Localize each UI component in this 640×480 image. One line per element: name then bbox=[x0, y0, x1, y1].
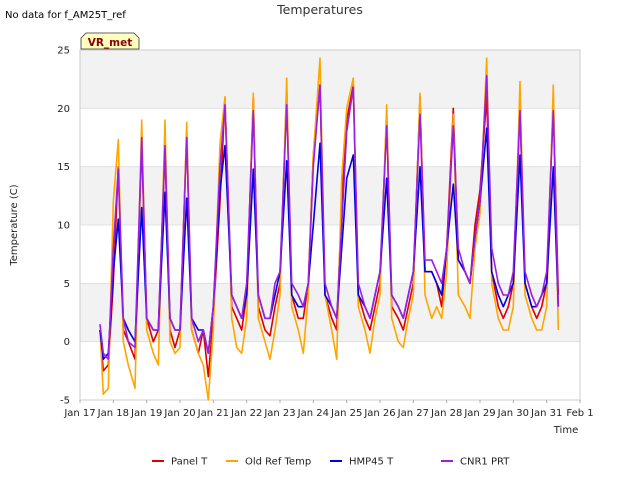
y-tick-label: 15 bbox=[57, 162, 70, 173]
y-tick-label: 5 bbox=[64, 279, 70, 290]
x-tick-label: Jan 28 bbox=[430, 408, 462, 419]
legend: Panel T Old Ref Temp HMP45 T CNR1 PRT bbox=[152, 457, 510, 468]
no-data-note: No data for f_AM25T_ref bbox=[5, 10, 126, 21]
x-tick-label: Jan 19 bbox=[130, 408, 162, 419]
y-axis-title: Temperature (C) bbox=[9, 184, 20, 266]
plot-frame bbox=[79, 49, 581, 401]
y-tick-label: 20 bbox=[57, 104, 70, 115]
x-tick-label: Feb 1 bbox=[566, 408, 593, 419]
legend-label: HMP45 T bbox=[349, 457, 394, 468]
y-tick-label: 25 bbox=[57, 46, 70, 57]
x-tick-label: Jan 30 bbox=[497, 408, 529, 419]
x-tick-label: Jan 24 bbox=[297, 408, 329, 419]
x-tick-label: Jan 29 bbox=[463, 408, 495, 419]
x-tick-label: Jan 26 bbox=[363, 408, 395, 419]
x-axis-title: Time bbox=[553, 425, 578, 436]
legend-label: CNR1 PRT bbox=[460, 457, 510, 468]
chart-title: Temperatures bbox=[276, 2, 363, 17]
legend-label: Panel T bbox=[171, 457, 208, 468]
y-tick-label: 10 bbox=[57, 221, 70, 232]
x-axis-ticks: Jan 17 Jan 18 Jan 19 Jan 20 Jan 21 Jan 22 Jan … bbox=[63, 400, 594, 419]
shaded-band bbox=[80, 166, 580, 225]
x-tick-label: Jan 27 bbox=[397, 408, 429, 419]
legend-label: Old Ref Temp bbox=[245, 457, 311, 468]
x-tick-label: Jan 21 bbox=[197, 408, 229, 419]
x-tick-label: Jan 18 bbox=[97, 408, 129, 419]
series-line-4 bbox=[99, 74, 560, 361]
series-lines bbox=[99, 57, 560, 401]
site-badge: VR_met bbox=[80, 32, 140, 50]
y-tick-label: 0 bbox=[64, 337, 70, 348]
x-tick-label: Jan 23 bbox=[263, 408, 295, 419]
x-tick-label: Jan 22 bbox=[230, 408, 262, 419]
x-tick-label: Jan 31 bbox=[530, 408, 562, 419]
x-tick-label: Jan 20 bbox=[163, 408, 195, 419]
shaded-band bbox=[80, 50, 580, 109]
x-tick-label: Jan 17 bbox=[63, 408, 95, 419]
y-axis-ticks: -5 0 5 10 15 20 25 bbox=[57, 46, 70, 407]
y-tick-label: -5 bbox=[60, 396, 70, 407]
x-tick-label: Jan 25 bbox=[330, 408, 362, 419]
site-badge-label: VR_met bbox=[88, 37, 133, 49]
